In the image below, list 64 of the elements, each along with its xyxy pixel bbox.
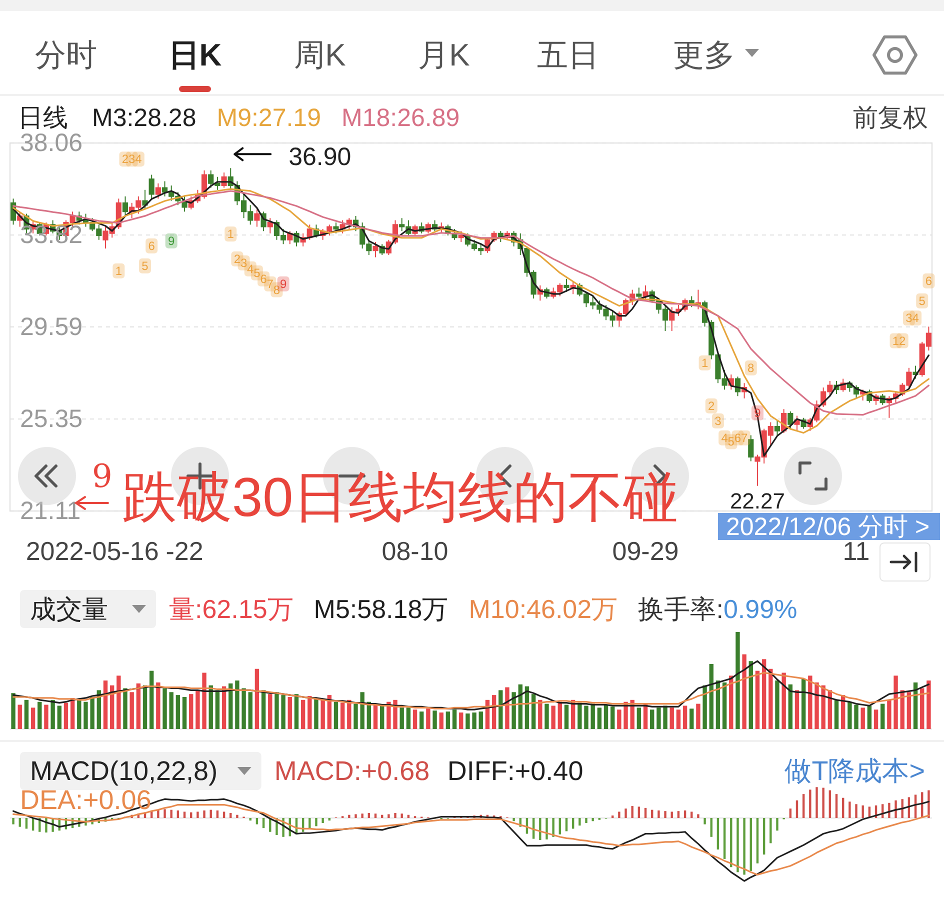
annotation: 9 (280, 276, 287, 291)
annotation: 5 (142, 258, 149, 273)
x-tick-label: 09-29 (612, 536, 679, 566)
annotation: 2 (234, 252, 241, 266)
y-tick-label: 38.06 (20, 129, 83, 157)
y-tick-label: 33.82 (20, 221, 83, 250)
annotation: 6 (148, 238, 156, 253)
annotation: 6 (734, 430, 742, 445)
chart-title: MACD(10,22,8) (30, 756, 218, 786)
text: 五日 (537, 38, 599, 72)
annotation: 4 (135, 152, 142, 166)
annotation: 8 (748, 360, 755, 375)
chart-title: 成交量 (30, 594, 108, 624)
text: 做T降成本> (784, 756, 925, 786)
annotation: 5 (728, 434, 735, 449)
x-tick-label: 2022-05-16 (26, 536, 159, 566)
text: 分时 (35, 38, 97, 72)
annotation: 6 (925, 274, 932, 288)
annotation: 跌破30日线均线的不碰 (122, 466, 678, 528)
text: M3:28.28 (92, 104, 196, 132)
annotation: 3 (240, 256, 248, 270)
series-label: DIFF:+0.40 (447, 756, 584, 786)
text: 月K (418, 38, 470, 72)
text: M5:58.18万 (314, 594, 448, 624)
text: 换手率:0.99% (638, 594, 798, 624)
annotation: 3 (906, 310, 913, 325)
annotation: 1 (227, 226, 234, 241)
annotation: 36.90 (288, 143, 352, 172)
annotation: 3 (714, 414, 722, 428)
annotation: 9 (168, 234, 176, 248)
annotation: 8 (273, 282, 280, 297)
series-label: MACD:+0.68 (274, 756, 430, 786)
annotation: 6 (260, 272, 268, 286)
text: 前复权 (853, 104, 928, 132)
annotation: 2 (899, 334, 906, 348)
annotation: 5 (254, 266, 261, 280)
annotation: 5 (918, 294, 926, 308)
series-label: DEA:+0.06 (20, 785, 152, 815)
annotation: 9 (92, 457, 112, 495)
annotation: 7 (740, 430, 748, 445)
y-tick-label: 25.35 (20, 404, 83, 433)
annotation: 3 (128, 152, 136, 166)
annotation: 4 (247, 262, 254, 276)
text: M9:27.19 (216, 104, 321, 132)
text: 更多 (673, 38, 735, 72)
annotation: 4 (721, 430, 728, 445)
annotation: 1 (701, 356, 708, 370)
chart-title: 日线 (18, 104, 68, 132)
annotation: 2 (122, 152, 129, 166)
annotation: 22.27 (730, 488, 786, 514)
text: 日K (168, 38, 222, 72)
text: 周K (294, 38, 346, 72)
text: M18:26.89 (342, 104, 460, 132)
x-tick-label: 08-10 (382, 536, 448, 566)
annotation: 7 (266, 276, 274, 291)
annotation: 4 (912, 310, 920, 325)
annotation: 1 (892, 334, 900, 348)
annotation: 1 (115, 264, 122, 278)
y-tick-label: 21.11 (20, 497, 81, 525)
annotation: 2 (708, 398, 716, 413)
y-tick-label: 29.59 (20, 312, 83, 341)
x-tick-label: -22 (166, 536, 204, 566)
series-label: 量:62.15万 (169, 594, 294, 624)
text: M10:46.02万 (468, 594, 618, 624)
